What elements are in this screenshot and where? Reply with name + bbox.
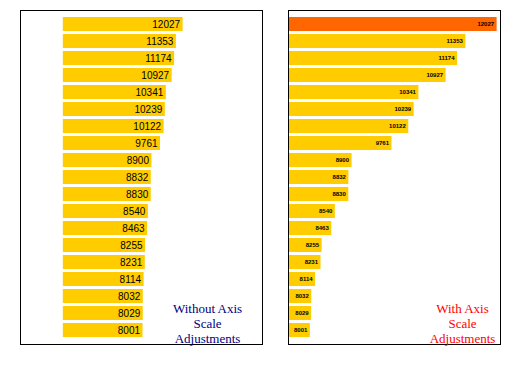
svg-text:10239: 10239	[134, 104, 162, 115]
svg-text:8255: 8255	[120, 240, 143, 251]
svg-text:8001: 8001	[294, 327, 308, 333]
svg-text:8231: 8231	[305, 259, 319, 265]
svg-text:8830: 8830	[126, 189, 149, 200]
svg-text:10341: 10341	[135, 87, 163, 98]
svg-text:10122: 10122	[389, 123, 406, 129]
svg-text:11353: 11353	[446, 38, 463, 44]
svg-text:8032: 8032	[295, 293, 309, 299]
svg-text:8032: 8032	[118, 291, 141, 302]
svg-text:10927: 10927	[426, 72, 443, 78]
svg-text:8463: 8463	[315, 225, 329, 231]
svg-text:Without AxisScaleAdjustments: Without AxisScaleAdjustments	[173, 301, 242, 346]
svg-text:8029: 8029	[118, 308, 141, 319]
svg-text:8830: 8830	[332, 191, 346, 197]
svg-text:11174: 11174	[145, 53, 172, 64]
svg-text:9761: 9761	[135, 138, 158, 149]
svg-text:11174: 11174	[439, 55, 456, 61]
svg-text:8540: 8540	[123, 206, 146, 217]
svg-text:8900: 8900	[336, 157, 350, 163]
svg-text:8832: 8832	[333, 174, 347, 180]
svg-text:With AxisScaleAdjustments: With AxisScaleAdjustments	[430, 301, 496, 346]
svg-text:8029: 8029	[295, 310, 309, 316]
svg-text:12027: 12027	[152, 19, 180, 30]
svg-text:8832: 8832	[126, 172, 149, 183]
svg-text:8114: 8114	[300, 276, 314, 282]
svg-text:10122: 10122	[133, 121, 161, 132]
svg-text:8231: 8231	[120, 257, 143, 268]
svg-text:12027: 12027	[477, 21, 494, 27]
svg-text:9761: 9761	[376, 140, 390, 146]
svg-text:8463: 8463	[122, 223, 145, 234]
svg-text:8001: 8001	[118, 325, 141, 336]
svg-text:8114: 8114	[120, 274, 142, 285]
svg-text:8255: 8255	[306, 242, 320, 248]
svg-text:10927: 10927	[141, 70, 169, 81]
svg-text:10341: 10341	[399, 89, 416, 95]
svg-text:10239: 10239	[394, 106, 411, 112]
svg-text:8900: 8900	[127, 155, 150, 166]
svg-text:11353: 11353	[146, 36, 174, 47]
svg-text:8540: 8540	[319, 208, 333, 214]
